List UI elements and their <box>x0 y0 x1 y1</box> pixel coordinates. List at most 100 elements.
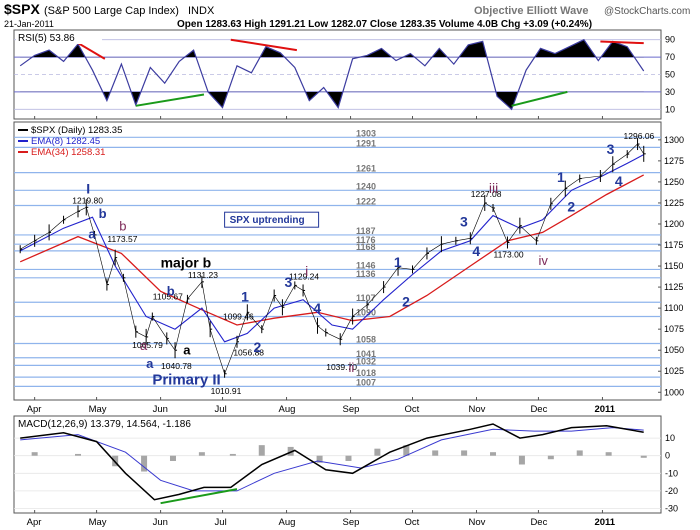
rsi-divergence-line-2 <box>230 38 298 52</box>
macd-tick--10: -10 <box>665 468 678 478</box>
wave-label-7: a <box>146 356 154 371</box>
level-label-1058: 1058 <box>356 334 376 344</box>
macd-legend-bg <box>16 418 254 430</box>
macd-divergence-line-0 <box>160 488 238 505</box>
macd-histogram-bar <box>403 445 410 456</box>
wave-label-22: 1 <box>557 169 565 185</box>
macd-histogram-bar <box>518 455 525 465</box>
macd-histogram-bar <box>576 450 583 456</box>
price-xtick-5: Sep <box>343 404 360 415</box>
rsi-line <box>19 38 645 111</box>
macd-xtick-4: Aug <box>279 517 296 528</box>
price-annotation-9: 1129.24 <box>289 272 319 282</box>
level-label-1007: 1007 <box>356 377 376 387</box>
macd-legend: MACD(12,26,9) 13.379, 14.564, -1.186 <box>18 419 191 430</box>
macd-xtick-2: Jun <box>153 517 168 528</box>
price-annotation-4: 1040.78 <box>161 361 192 371</box>
macd-histogram-bar <box>316 455 323 463</box>
price-annotation-13: 1296.06 <box>624 131 655 141</box>
level-label-1032: 1032 <box>356 356 376 366</box>
macd-histogram-bar <box>640 455 647 458</box>
level-label-1222: 1222 <box>356 196 376 206</box>
level-label-1041: 1041 <box>356 349 376 359</box>
level-label-1146: 1146 <box>356 260 376 270</box>
wave-label-20: iii <box>489 180 498 196</box>
wave-label-23: 2 <box>567 198 575 214</box>
level-label-1303: 1303 <box>356 128 376 138</box>
macd-histogram-bar <box>169 455 176 461</box>
date-label: 21-Jan-2011 <box>4 19 54 29</box>
price-tick-1275: 1275 <box>664 156 684 166</box>
price-xtick-7: Nov <box>468 404 485 415</box>
macd-histogram-bar <box>258 445 265 456</box>
price-tick-1025: 1025 <box>664 366 684 376</box>
exchange-label: INDX <box>188 5 215 17</box>
level-label-1240: 1240 <box>356 181 376 191</box>
wave-label-19: 4 <box>472 243 480 259</box>
rsi-legend: RSI(5) 53.86 <box>18 33 75 44</box>
price-legend-2: EMA(34) 1258.31 <box>31 147 105 158</box>
price-annotation-3: 1105.67 <box>153 291 183 301</box>
macd-histogram-bar <box>432 450 439 456</box>
price-tick-1125: 1125 <box>664 282 683 292</box>
macd-xtick-1: May <box>89 517 107 528</box>
level-label-1018: 1018 <box>356 368 376 378</box>
macd-xtick-8: Dec <box>530 517 547 528</box>
level-label-1176: 1176 <box>356 235 376 245</box>
x-axes: Apr Apr May May Jun Jun Jul Jul Aug Aug Sep Sep Oct O… <box>27 116 616 528</box>
wave-label-25: 4 <box>615 173 623 189</box>
price-panel: 1303129112611240122211871176116811461136… <box>14 125 684 397</box>
rsi-tick-10: 10 <box>665 104 675 114</box>
macd-xtick-9: 2011 <box>594 517 615 528</box>
ema8-line <box>19 154 644 343</box>
price-xtick-4: Aug <box>279 404 296 415</box>
rsi-tick-70: 70 <box>665 52 675 62</box>
price-tick-1075: 1075 <box>664 324 684 334</box>
wave-label-11: 2 <box>254 339 262 355</box>
wave-label-5: b <box>167 284 175 299</box>
macd-histogram-bar <box>374 448 381 456</box>
wave-label-12: 3 <box>284 274 292 290</box>
macd-tick-10: 10 <box>665 433 675 443</box>
macd-signal-line <box>20 427 644 492</box>
price-annotation-12: 1173.00 <box>493 250 523 260</box>
macd-xtick-6: Oct <box>404 517 419 528</box>
copyright-label: @StockCharts.com <box>604 6 690 17</box>
price-annotation-5: 1131.23 <box>188 270 218 280</box>
rsi-tick-30: 30 <box>665 87 675 97</box>
macd-xtick-0: Apr <box>27 517 42 528</box>
wave-label-2: b <box>119 219 126 234</box>
price-tick-1250: 1250 <box>664 177 684 187</box>
wave-label-21: iv <box>538 253 548 268</box>
macd-histogram-bar <box>287 446 294 456</box>
wave-label-8: a <box>183 342 191 357</box>
macd-panel: 10 0 -10 -20 -30 MACD(12,26,9) 13.379, 14.564… <box>14 418 678 513</box>
macd-histogram-bar <box>345 455 352 461</box>
wave-label-15: ii <box>348 360 354 375</box>
level-label-1168: 1168 <box>356 242 376 252</box>
wave-label-14: 4 <box>313 300 321 316</box>
rsi-panel: 10 30 50 70 90 RSI(5) 53.86 <box>14 32 675 114</box>
rsi-legend-bg <box>16 32 102 44</box>
price-annotation-6: 1010.91 <box>211 386 242 396</box>
wave-label-3: a <box>88 226 96 241</box>
price-annotation-10: 1039.70 <box>326 362 357 372</box>
wave-label-6: a <box>140 338 148 353</box>
rsi-oversold-fill <box>20 91 644 110</box>
price-xtick-2: Jun <box>153 404 168 415</box>
rsi-divergence-line-4 <box>600 40 644 45</box>
price-tick-1100: 1100 <box>664 303 683 313</box>
price-annotation-0: 1219.80 <box>72 195 103 205</box>
price-tick-1175: 1175 <box>664 240 683 250</box>
source-label: Objective Elliott Wave <box>474 5 589 17</box>
wave-label-0: I <box>86 181 90 197</box>
price-tick-1200: 1200 <box>664 219 684 229</box>
price-legend-0: $SPX (Daily) 1283.35 <box>31 125 122 136</box>
level-label-1187: 1187 <box>356 226 376 236</box>
price-annotation-1: 1173.57 <box>107 234 137 244</box>
wave-label-13: i <box>305 263 308 279</box>
price-xtick-9: 2011 <box>594 404 615 415</box>
level-label-1136: 1136 <box>356 269 376 279</box>
macd-xtick-7: Nov <box>468 517 485 528</box>
level-label-1291: 1291 <box>356 138 376 148</box>
